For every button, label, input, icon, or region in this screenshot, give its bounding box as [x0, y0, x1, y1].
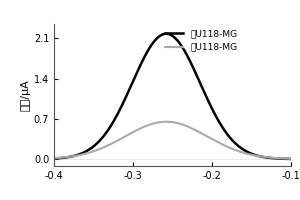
- 有U118-MG: [297, 158, 300, 160]
- 无U118-MG: [36, 158, 40, 160]
- 无U118-MG: [50, 157, 54, 160]
- 有U118-MG: [297, 158, 300, 160]
- 有U118-MG: [248, 152, 252, 154]
- 无U118-MG: [160, 121, 164, 123]
- Line: 有U118-MG: 有U118-MG: [38, 34, 300, 159]
- 无U118-MG: [248, 153, 252, 156]
- 有U118-MG: [167, 33, 171, 35]
- Legend: 有U118-MG, 无U118-MG: 有U118-MG, 无U118-MG: [161, 26, 241, 55]
- 无U118-MG: [167, 121, 171, 123]
- Y-axis label: 电流/μA: 电流/μA: [21, 79, 31, 111]
- Line: 无U118-MG: 无U118-MG: [38, 122, 300, 159]
- 有U118-MG: [164, 33, 168, 35]
- 有U118-MG: [36, 158, 40, 160]
- 有U118-MG: [50, 157, 54, 160]
- 有U118-MG: [160, 34, 164, 36]
- 无U118-MG: [297, 158, 300, 160]
- 无U118-MG: [164, 121, 168, 123]
- 无U118-MG: [297, 158, 300, 160]
